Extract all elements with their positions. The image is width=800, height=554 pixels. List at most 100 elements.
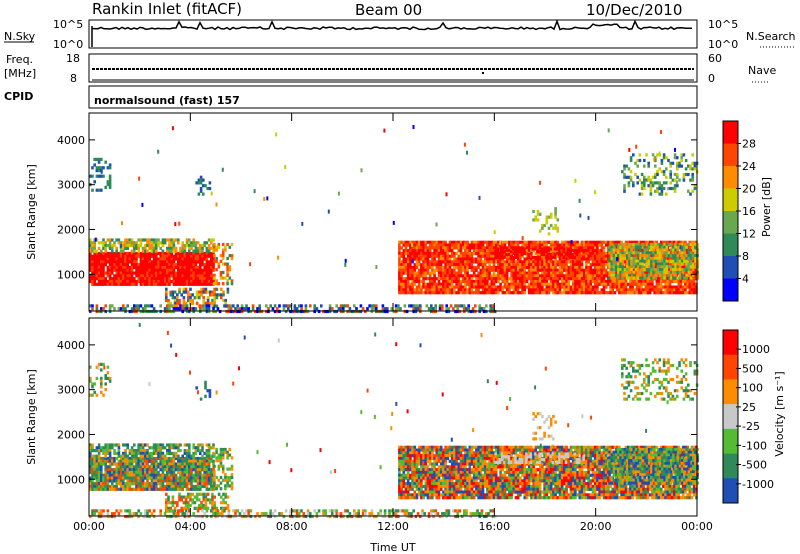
range-cell [133,456,136,461]
range-cell [198,296,201,300]
range-cell [198,293,201,297]
range-cell [215,256,218,261]
range-cell [187,293,190,297]
range-cell [104,251,107,256]
range-cell [222,290,225,294]
range-cell [545,291,549,295]
range-cell [139,304,143,308]
range-cell [543,268,546,272]
range-cell [91,249,94,253]
range-cell [596,268,599,272]
range-cell [450,260,454,264]
range-cell [420,243,423,247]
range-cell [174,222,177,227]
range-cell [689,259,693,263]
range-cell [635,144,638,149]
colorbar-tick-label: 4 [742,273,749,286]
range-cell [161,257,165,261]
range-cell [398,249,401,253]
range-cell [560,257,564,261]
range-cell [124,468,127,472]
range-cell [505,268,509,272]
range-cell [621,245,625,249]
range-cell [576,240,579,244]
range-cell [150,238,154,242]
range-cell [159,260,162,264]
range-cell [137,251,140,256]
range-cell [194,251,198,256]
range-cell [161,249,165,253]
range-cell [104,254,107,258]
range-cell [593,260,597,264]
range-cell [667,158,670,163]
range-cell [89,277,92,281]
range-cell [470,251,474,256]
range-cell [461,254,465,258]
range-cell [554,243,557,247]
range-cell [106,180,110,184]
range-cell [161,265,165,270]
range-cell [108,476,112,480]
freq-label: Freq. [6,53,33,66]
range-cell [122,274,125,278]
range-cell [152,307,156,311]
range-cell [404,263,408,267]
range-cell [483,288,487,292]
range-cell [199,277,202,281]
range-cell [437,288,441,292]
range-cell [163,241,167,245]
range-cell [135,246,138,250]
range-cell [521,254,524,258]
range-cell [656,186,659,191]
range-cell [519,274,522,278]
range-cell [106,254,110,258]
range-cell [122,479,125,483]
range-cell [661,270,664,275]
range-cell [199,279,202,284]
range-cell [411,288,414,292]
range-cell [211,298,214,303]
range-cell [533,255,537,259]
range-cell [464,246,467,250]
range-cell [640,181,644,185]
range-cell [115,479,118,483]
range-cell [463,307,466,311]
range-cell [455,246,458,250]
range-cell [671,161,675,165]
range-cell [95,304,99,308]
range-cell [466,274,469,278]
range-cell [135,274,138,278]
range-cell [486,254,489,258]
range-cell [680,158,683,163]
range-cell [155,468,158,472]
range-cell [117,260,121,264]
range-cell [621,259,625,263]
range-cell [457,288,461,292]
range-cell [188,307,191,311]
range-cell [629,279,632,284]
range-cell [179,307,182,311]
range-cell [677,279,681,284]
range-cell [417,243,421,247]
range-cell [580,271,584,275]
range-cell [556,260,560,264]
range-cell [113,279,116,284]
range-cell [220,293,223,297]
range-cell [157,263,160,267]
range-cell [146,459,149,463]
range-cell [534,265,538,270]
range-cell [623,251,627,255]
range-cell [459,279,463,284]
range-cell [696,265,699,269]
range-cell [402,257,406,261]
range-cell [159,459,162,463]
range-cell [155,251,158,256]
range-cell [596,251,599,256]
range-cell [631,282,634,286]
range-cell [188,282,191,286]
range-cell [155,271,158,275]
range-cell [199,271,202,275]
range-cell [692,291,696,295]
range-cell [639,265,642,269]
range-cell [478,304,481,308]
